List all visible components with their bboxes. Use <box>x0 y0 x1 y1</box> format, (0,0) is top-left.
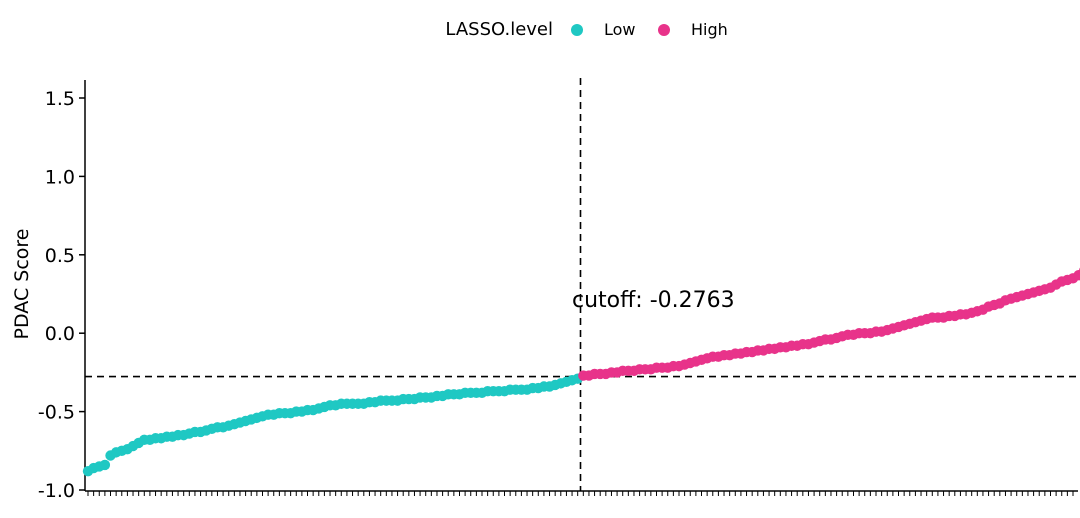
y-tick-label: 0.5 <box>45 245 75 267</box>
legend-label-high: High <box>691 20 728 39</box>
legend: LASSO.level Low High <box>445 19 727 40</box>
legend-marker-high <box>658 24 670 36</box>
data-points <box>82 267 1080 477</box>
y-tick-label: 0.0 <box>45 323 75 345</box>
x-axis-ticks <box>87 491 1074 496</box>
y-tick-label: 1.5 <box>45 88 75 110</box>
legend-title: LASSO.level <box>445 19 553 40</box>
legend-label-low: Low <box>604 20 636 39</box>
y-tick-label: -0.5 <box>38 402 75 424</box>
data-point-low <box>99 459 111 471</box>
y-tick-label: -1.0 <box>38 480 75 502</box>
data-point-high <box>1073 269 1080 281</box>
y-axis-title: PDAC Score <box>11 229 33 340</box>
cutoff-label: cutoff: -0.2763 <box>572 288 735 313</box>
y-tick-label: 1.0 <box>45 166 75 188</box>
legend-marker-low <box>571 24 583 36</box>
y-axis-ticks: -1.0 -0.5 0.0 0.5 1.0 1.5 <box>38 88 85 502</box>
